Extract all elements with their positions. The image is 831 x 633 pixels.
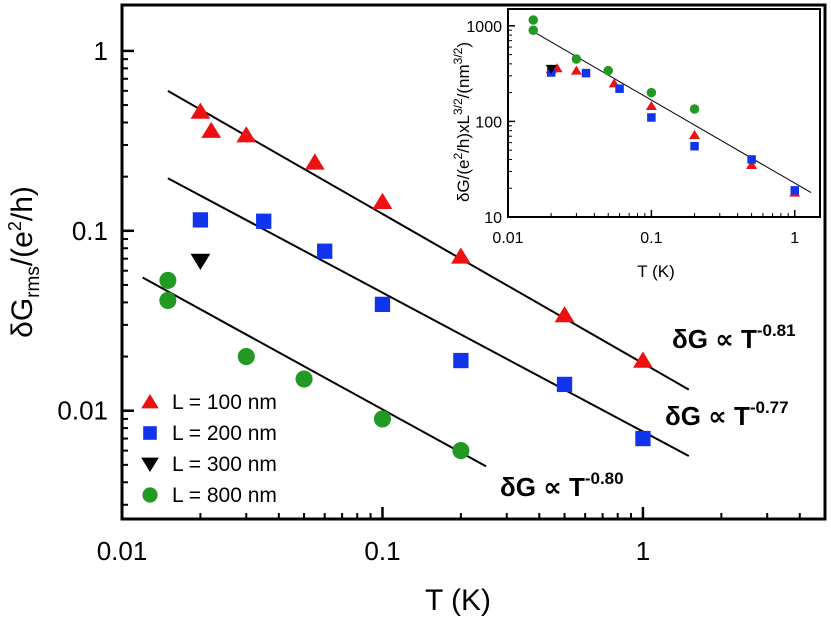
inset-data-point [746, 159, 758, 169]
data-point [304, 153, 325, 170]
inset-data-point [570, 65, 582, 75]
inset-data-point [545, 64, 557, 74]
inset-x-tick-label: 0.01 [492, 230, 523, 247]
legend-marker [141, 457, 159, 472]
legend-marker [143, 426, 157, 440]
data-point [236, 126, 257, 143]
fit-line [167, 177, 690, 457]
data-point [554, 306, 575, 323]
data-point [159, 271, 177, 289]
legend-label: L = 800 nm [172, 484, 277, 507]
inset-y-axis-title: δG/(e2/h)xL3/2/(nm3/2) [451, 42, 473, 202]
legend-label: L = 200 nm [172, 422, 277, 445]
data-point [374, 296, 391, 313]
inset-data-point [689, 130, 701, 140]
data-point [372, 192, 393, 209]
y-tick-label: 1 [94, 36, 108, 66]
legend-marker [142, 487, 158, 503]
inset-chart: 0.01 0.1 1 10 100 1000 T (K) δG/(e2/h)xL3/2/(… [451, 8, 821, 281]
legend-label: L = 300 nm [172, 453, 277, 476]
inset-y-tick-label: 10 [484, 210, 502, 227]
fit-line [142, 276, 487, 468]
inset-x-tick-label: 1 [790, 230, 799, 247]
x-tick-label: 1 [636, 536, 650, 566]
inset-y-tick-label: 1000 [466, 19, 502, 36]
inset-data-point [790, 186, 800, 195]
data-point [237, 347, 255, 366]
inset-data-point [645, 100, 657, 110]
inset-data-point [528, 25, 538, 35]
legend: L = 100 nm L = 200 nm L = 300 nm L = 800 nm [141, 391, 277, 507]
data-point [192, 212, 209, 228]
inset-plot-frame [507, 8, 821, 218]
x-tick-label: 0.01 [97, 536, 148, 566]
fit-label: δG ∝ T-0.77 [665, 398, 789, 431]
data-point [373, 410, 392, 428]
data-point [635, 430, 651, 447]
main-chart: 0.01 0.1 1 0.01 0.1 1 δG ∝ T-0.81 δG ∝ T-0.77 δ… [5, 3, 827, 617]
inset-data-point [615, 84, 624, 93]
inset-background [508, 9, 820, 217]
data-point [159, 291, 177, 310]
main-plot-frame [120, 3, 827, 521]
data-point [317, 243, 333, 259]
data-point [452, 442, 470, 460]
fit-label: δG ∝ T-0.80 [500, 469, 624, 502]
data-point [256, 213, 272, 229]
inset-x-tick-label: 0.1 [640, 230, 662, 247]
fit-label: δG ∝ T-0.81 [672, 321, 796, 354]
inset-data-point [603, 65, 613, 76]
data-point [190, 253, 211, 270]
y-axis-title: δGrms/(e2/h) [5, 186, 44, 338]
data-point [450, 247, 471, 264]
inset-y-tick-label: 100 [475, 114, 502, 131]
legend-label: L = 100 nm [172, 391, 277, 414]
y-tick-label: 0.1 [72, 216, 108, 246]
y-tick-label: 0.01 [57, 396, 108, 426]
data-point [453, 352, 469, 369]
legend-marker [141, 394, 159, 409]
inset-data-point [689, 104, 700, 114]
data-point [201, 121, 222, 138]
inset-data-point [581, 68, 591, 78]
data-point [633, 351, 653, 368]
x-tick-label: 0.1 [364, 536, 400, 566]
data-point [190, 102, 211, 119]
inset-data-point [571, 54, 582, 64]
x-axis-title: T (K) [425, 584, 491, 617]
inset-data-point [747, 155, 756, 164]
data-point [295, 370, 313, 388]
data-point [556, 376, 573, 393]
inset-data-point [690, 141, 699, 151]
inset-data-point [528, 15, 538, 25]
inset-data-point [646, 87, 657, 98]
inset-x-axis-title: T (K) [637, 262, 674, 281]
inset-data-point [647, 113, 656, 122]
